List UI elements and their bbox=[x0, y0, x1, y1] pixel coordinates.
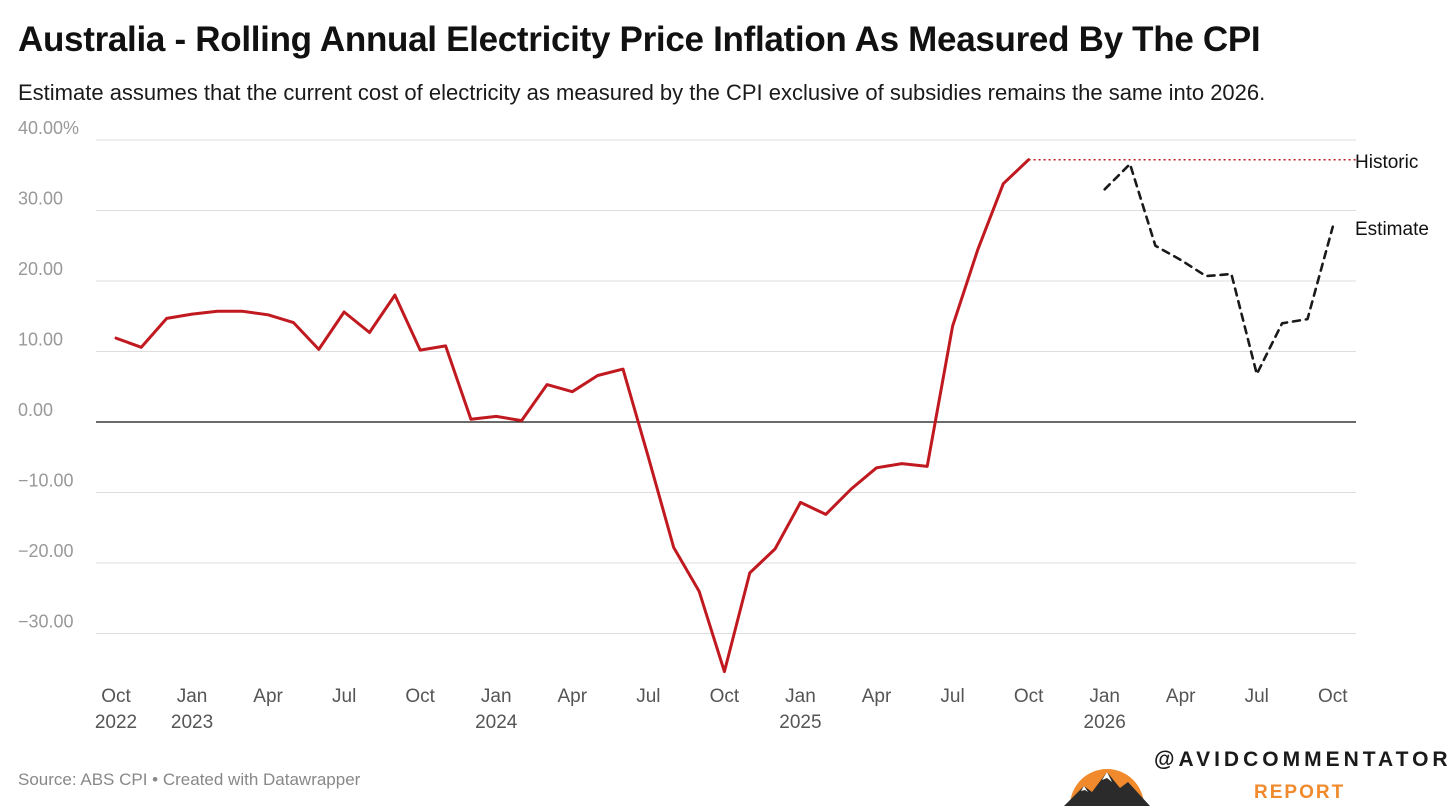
x-tick-label-1: Jan bbox=[177, 686, 208, 707]
x-tick-label-10: Apr bbox=[862, 686, 892, 707]
x-tick-label-14: Apr bbox=[1166, 686, 1196, 707]
x-tick-label-15: Jul bbox=[1245, 686, 1269, 707]
y-tick-label-5: −10.00 bbox=[18, 471, 74, 491]
x-tick-label-13: Jan bbox=[1089, 686, 1120, 707]
x-tick-label-6: Apr bbox=[558, 686, 588, 707]
y-tick-label-4: 0.00 bbox=[18, 400, 53, 420]
y-tick-label-1: 30.00 bbox=[18, 189, 63, 209]
x-tick-label-5: Jan bbox=[481, 686, 512, 707]
x-tick-label-12: Oct bbox=[1014, 686, 1044, 707]
series-label-estimate: Estimate bbox=[1355, 219, 1429, 240]
x-tick-label-8: Oct bbox=[710, 686, 740, 707]
chart-subtitle: Estimate assumes that the current cost o… bbox=[18, 80, 1266, 105]
y-tick-label-6: −20.00 bbox=[18, 541, 74, 561]
x-tick-year-5: 2024 bbox=[475, 712, 518, 733]
x-tick-label-16: Oct bbox=[1318, 686, 1348, 707]
brand-name: @AVIDCOMMENTATOR bbox=[1154, 748, 1452, 771]
chart-title: Australia - Rolling Annual Electricity P… bbox=[18, 20, 1261, 59]
y-tick-label-3: 10.00 bbox=[18, 330, 63, 350]
x-tick-label-0: Oct bbox=[101, 686, 131, 707]
x-tick-label-3: Jul bbox=[332, 686, 356, 707]
y-tick-label-2: 20.00 bbox=[18, 259, 63, 279]
x-tick-year-1: 2023 bbox=[171, 712, 213, 733]
x-tick-label-7: Jul bbox=[636, 686, 660, 707]
x-tick-year-9: 2025 bbox=[779, 712, 821, 733]
brand-block: @AVIDCOMMENTATOR REPORT bbox=[1062, 742, 1452, 808]
x-tick-label-4: Oct bbox=[405, 686, 435, 707]
x-tick-label-11: Jul bbox=[940, 686, 964, 707]
mountain-logo-icon bbox=[1064, 769, 1150, 806]
source-note: Source: ABS CPI • Created with Datawrapp… bbox=[18, 770, 361, 789]
x-tick-label-2: Apr bbox=[253, 686, 283, 707]
x-tick-year-13: 2026 bbox=[1084, 712, 1126, 733]
x-tick-year-0: 2022 bbox=[95, 712, 137, 733]
brand-subtitle: REPORT bbox=[1254, 782, 1346, 803]
series-line-historic bbox=[114, 158, 1031, 674]
y-tick-label-7: −30.00 bbox=[18, 612, 74, 632]
series-line-estimate bbox=[1103, 162, 1335, 376]
series-label-historic: Historic bbox=[1355, 152, 1418, 173]
y-tick-label-0: 40.00% bbox=[18, 118, 79, 138]
x-tick-label-9: Jan bbox=[785, 686, 816, 707]
